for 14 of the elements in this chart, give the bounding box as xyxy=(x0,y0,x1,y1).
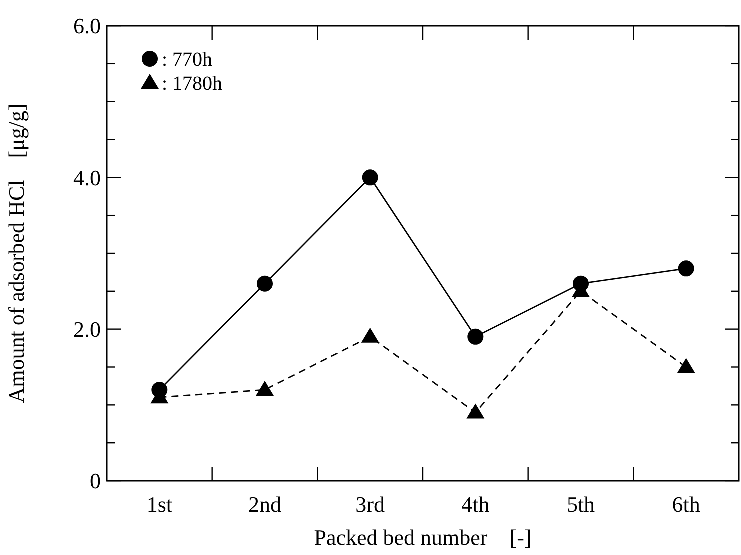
y-tick-label: 4.0 xyxy=(74,165,101,190)
y-tick-label: 6.0 xyxy=(74,14,101,39)
x-tick-label: 4th xyxy=(462,492,490,517)
x-tick-label: 6th xyxy=(672,492,700,517)
y-tick-label: 0 xyxy=(90,468,101,494)
x-tick-label: 2nd xyxy=(248,492,282,517)
y-tick-label: 2.0 xyxy=(74,317,101,342)
x-tick-label: 3rd xyxy=(356,492,385,517)
y-axis-title: Amount of adsorbed HCl [μg/g] xyxy=(4,104,29,404)
x-tick-label: 5th xyxy=(566,492,596,517)
x-axis-title: Packed bed number [-] xyxy=(314,525,532,550)
legend-label: : 1780h xyxy=(162,73,223,95)
legend-label: : 770h xyxy=(162,49,213,71)
x-tick-label: 1st xyxy=(146,492,173,517)
